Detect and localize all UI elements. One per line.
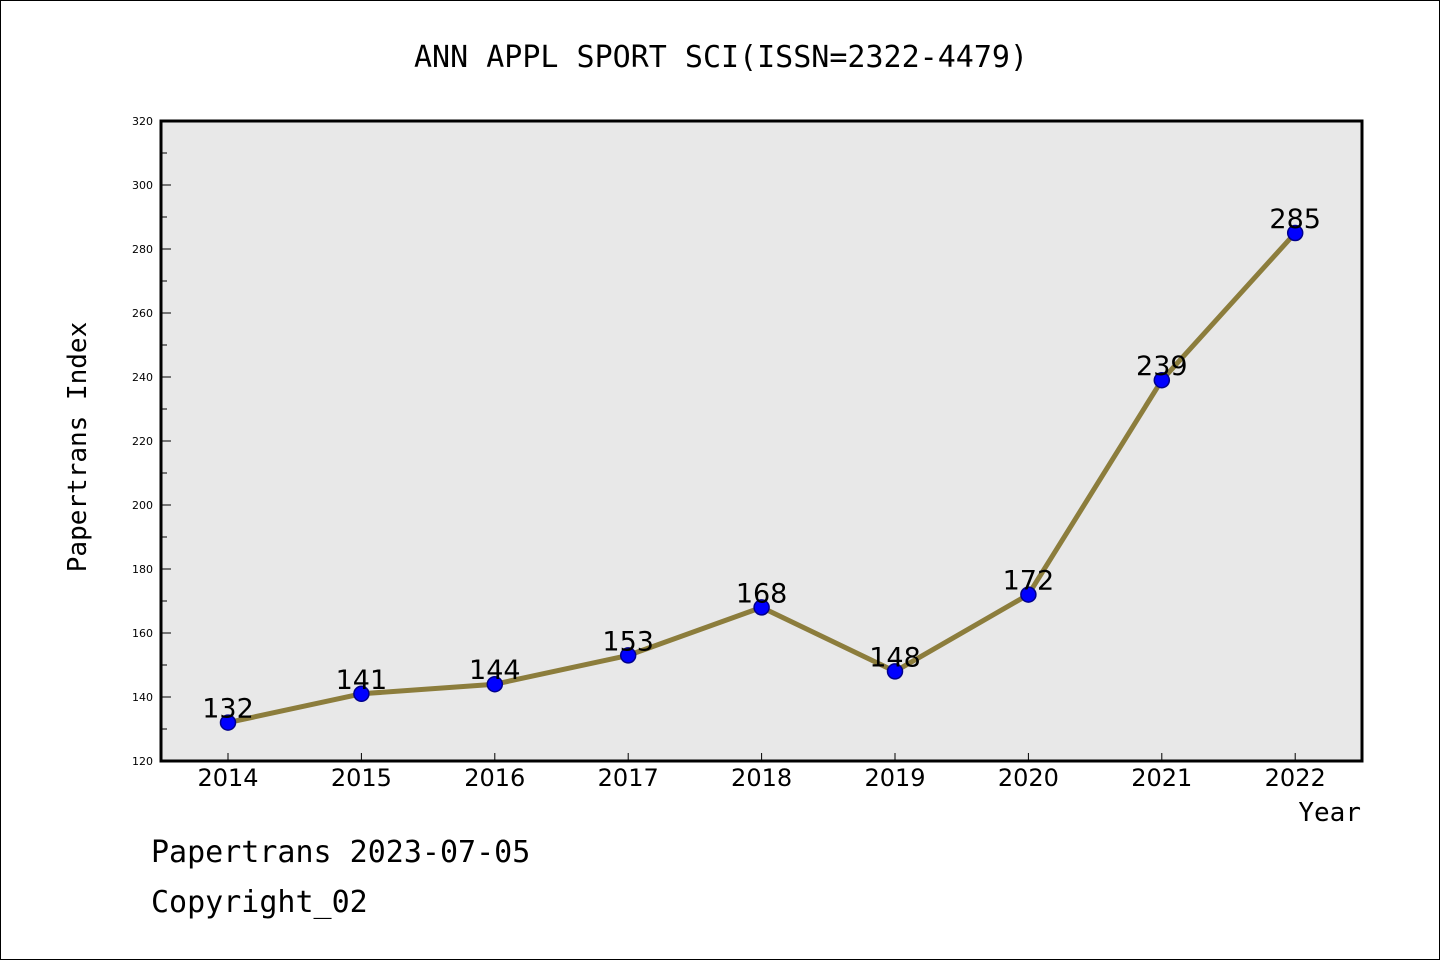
data-point	[1020, 586, 1037, 603]
data-labels: 132 141 144 153 168 148 172 239 285	[202, 204, 1321, 725]
chart-title: ANN APPL SPORT SCI(ISSN=2322-4479)	[414, 40, 1028, 75]
data-point	[619, 647, 637, 664]
y-tick-label: 260	[132, 307, 153, 320]
y-tick-label: 220	[132, 435, 153, 448]
x-tick-label: 2015	[331, 764, 392, 792]
y-tick-label: 280	[132, 243, 153, 256]
x-tick-label: 2022	[1265, 764, 1326, 792]
x-tick-label: 2021	[1131, 764, 1192, 792]
data-point	[353, 685, 370, 703]
data-label: 141	[336, 665, 388, 696]
y-tick-label: 300	[132, 179, 153, 192]
x-axis: 2014 2015 2016 2017 2018 2019 2020 2021 2022	[197, 753, 1326, 792]
x-tick-label: 2017	[598, 764, 659, 792]
y-axis-label: Papertrans Index	[63, 322, 93, 572]
data-point	[1286, 224, 1304, 242]
x-tick-label: 2014	[197, 764, 258, 792]
x-tick-label: 2016	[464, 764, 525, 792]
x-tick-label: 2019	[864, 764, 925, 792]
y-tick-label: 200	[132, 499, 153, 512]
data-point	[753, 599, 770, 616]
y-axis: 120 140 160 180 200 220 240 260 280 300 320	[132, 115, 171, 768]
data-label: 132	[202, 694, 254, 725]
data-label: 285	[1269, 204, 1321, 235]
y-tick-label: 180	[132, 563, 153, 576]
y-tick-label: 160	[132, 627, 153, 640]
data-point	[886, 663, 904, 680]
data-label: 239	[1136, 351, 1188, 382]
data-point	[1153, 371, 1171, 389]
footer-date: Papertrans 2023-07-05	[151, 835, 531, 870]
x-tick-label: 2018	[731, 764, 792, 792]
y-tick-label: 240	[132, 371, 153, 384]
footer-copyright: Copyright_02	[151, 885, 368, 920]
data-label: 153	[602, 626, 654, 657]
data-point	[486, 675, 504, 693]
data-label: 148	[869, 642, 921, 673]
data-markers	[219, 224, 1304, 731]
x-axis-label: Year	[1298, 798, 1361, 828]
x-tick-label: 2020	[998, 764, 1059, 792]
data-label: 172	[1003, 566, 1055, 597]
data-point	[219, 714, 237, 731]
data-label: 168	[736, 578, 788, 609]
plot-area	[159, 119, 1364, 763]
data-label: 144	[469, 655, 521, 686]
y-tick-label: 120	[132, 755, 153, 768]
y-tick-label: 320	[132, 115, 153, 128]
y-tick-label: 140	[132, 691, 153, 704]
